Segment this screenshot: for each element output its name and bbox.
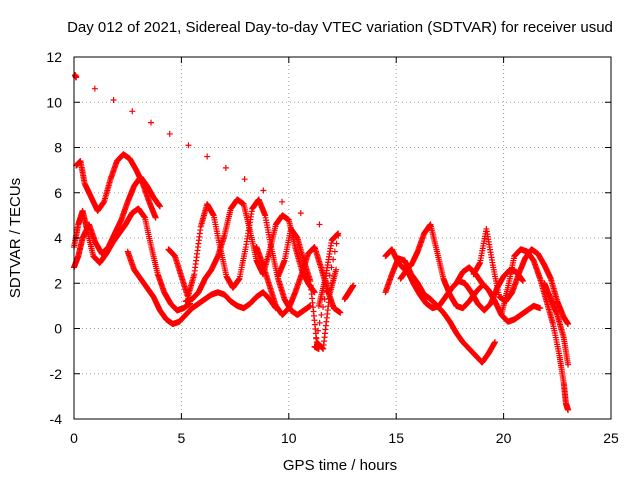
y-tick-label: 2	[54, 275, 62, 291]
data-point	[222, 164, 229, 171]
grid	[74, 57, 611, 419]
data-point	[318, 311, 325, 318]
y-tick-label: -4	[50, 411, 63, 427]
series-sat-c	[71, 205, 193, 314]
data-point	[156, 203, 163, 210]
y-tick-label: -2	[50, 366, 63, 382]
y-tick-label: 0	[54, 321, 62, 337]
data-point	[91, 85, 98, 92]
data-point	[331, 248, 338, 255]
data-point	[152, 214, 159, 221]
x-tick-labels: 0 5 10 15 20 25	[70, 430, 619, 446]
data-point	[330, 256, 337, 263]
x-tick-label: 10	[281, 430, 297, 446]
x-tick-label: 25	[603, 430, 619, 446]
series-sat-e	[165, 196, 314, 318]
data-point	[307, 302, 314, 309]
y-tick-label: 4	[54, 230, 62, 246]
series-sat-h	[275, 225, 340, 352]
data-point	[337, 309, 344, 316]
x-tick-label: 5	[178, 430, 186, 446]
data-point	[316, 221, 323, 228]
data-point	[333, 240, 340, 247]
data-point	[350, 282, 357, 289]
data-point	[241, 176, 248, 183]
data-point	[297, 210, 304, 217]
data-point	[333, 266, 340, 273]
series-sat-l	[382, 255, 499, 366]
data-point	[148, 119, 155, 126]
y-tick-label: 8	[54, 140, 62, 156]
x-tick-label: 15	[388, 430, 404, 446]
y-tick-label: 6	[54, 185, 62, 201]
series-sat-j	[341, 282, 357, 303]
x-axis-label: GPS time / hours	[283, 457, 397, 474]
series-sat-d	[124, 248, 279, 327]
data-point	[260, 187, 267, 194]
y-tick-label: 12	[46, 49, 62, 65]
data-point	[320, 304, 327, 311]
data-point	[279, 198, 286, 205]
data-point	[110, 96, 117, 103]
data-point	[129, 108, 136, 115]
data-points	[71, 72, 572, 413]
x-tick-label: 20	[496, 430, 512, 446]
series-sat-k	[382, 221, 486, 312]
y-axis-label: SDTVAR / TECUs	[7, 178, 24, 298]
data-point	[204, 153, 211, 160]
y-tick-labels: -4 -2 0 2 4 6 8 10 12	[46, 49, 62, 427]
x-tick-label: 0	[70, 430, 78, 446]
data-point	[166, 130, 173, 137]
series-sat-a	[73, 151, 159, 221]
y-tick-label: 10	[46, 94, 62, 110]
chart-title: Day 012 of 2021, Sidereal Day-to-day VTE…	[67, 19, 613, 36]
data-point	[492, 339, 499, 346]
